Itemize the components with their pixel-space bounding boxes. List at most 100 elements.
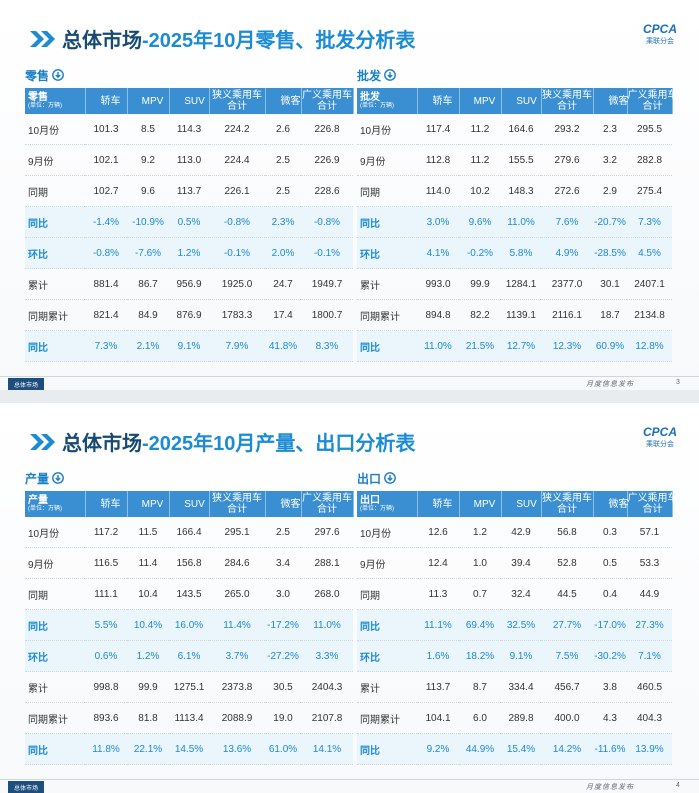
cell: 44.9% xyxy=(459,733,501,765)
tbody: 10月份 101.3 8.5 114.3 224.2 2.6 226.8 9月份 102.1 9.… xyxy=(25,114,353,362)
table-row: 同比 11.8% 22.1% 14.5% 13.6% 61.0% 14.1% xyxy=(25,733,353,765)
footer: 总体市场 月度信息发布 4 xyxy=(0,779,699,793)
cell: -17.2% xyxy=(265,609,301,641)
cell: 10.2 xyxy=(459,175,501,207)
column-label: 狭义乘用车合计 xyxy=(542,493,592,515)
cell: 7.6% xyxy=(541,206,593,238)
cell: 3.8 xyxy=(593,671,627,703)
header-cell: 狭义乘用车合计 xyxy=(209,88,266,114)
cell: 1.6% xyxy=(417,640,459,672)
cell: 6.1% xyxy=(169,640,209,672)
cell: -0.8% xyxy=(209,206,265,238)
header-cell: SUV xyxy=(169,88,210,114)
cell: 114.0 xyxy=(417,175,459,207)
header-cell: 广义乘用车合计 xyxy=(301,491,354,517)
footer-note: 月度信息发布 xyxy=(586,381,634,388)
column-label: 微客 xyxy=(608,498,629,510)
cell: 228.6 xyxy=(301,175,353,207)
table-row: 同比 3.0% 9.6% 11.0% 7.6% -20.7% 7.3% xyxy=(357,206,672,238)
cell: 0.6% xyxy=(85,640,127,672)
cell: 112.8 xyxy=(417,144,459,176)
cell: 12.3% xyxy=(541,330,593,362)
cell: 2373.8 xyxy=(209,671,265,703)
row-label: 同期累计 xyxy=(25,299,85,331)
cell: 956.9 xyxy=(169,268,209,300)
cell: 268.0 xyxy=(301,578,353,610)
header-cell: 轿车 xyxy=(85,88,128,114)
page-number: 4 xyxy=(676,782,680,789)
title-rest: -2025年10月零售、批发分析表 xyxy=(142,30,416,52)
cell: 114.3 xyxy=(169,114,209,145)
cell: 2.9 xyxy=(593,175,627,207)
cell: 166.4 xyxy=(169,517,209,548)
cell: 13.6% xyxy=(209,733,265,765)
footer-note: 月度信息发布 xyxy=(586,784,634,791)
cell: 13.9% xyxy=(627,733,672,765)
cell: 5.8% xyxy=(501,237,541,269)
row-label: 累计 xyxy=(357,671,417,703)
cell: 2.5 xyxy=(265,144,301,176)
cell: 295.5 xyxy=(627,114,672,145)
column-label: SUV xyxy=(184,498,205,510)
row-label: 同期 xyxy=(357,175,417,207)
cell: 9.1% xyxy=(501,640,541,672)
table-row: 9月份 102.1 9.2 113.0 224.4 2.5 226.9 xyxy=(25,144,353,176)
thead: 零售 (单位：万辆) 轿车 MPV SUV 狭义乘用车合计 微客 广义乘用车合计 xyxy=(25,88,354,114)
row-label: 同期累计 xyxy=(357,702,417,734)
header-cell: 轿车 xyxy=(417,491,460,517)
cell: 279.6 xyxy=(541,144,593,176)
cell: -11.6% xyxy=(593,733,627,765)
row-label: 同比 xyxy=(25,206,85,238)
table-block: 出口 出口 (单位：万辆) 轿车 MPV SUV 狭义乘用车合计 微客 广义乘用车合计 10月份 1… xyxy=(357,469,678,765)
cell: 164.6 xyxy=(501,114,541,145)
logo-org: 乘联分会 xyxy=(645,441,674,448)
cell: 19.0 xyxy=(265,702,301,734)
cell: 11.4 xyxy=(127,547,169,579)
cell: 1.2% xyxy=(169,237,209,269)
header-cell: 狭义乘用车合计 xyxy=(209,491,266,517)
cell: 2116.1 xyxy=(541,299,593,331)
column-label: 广义乘用车合计 xyxy=(302,90,352,112)
down-icon xyxy=(52,69,64,81)
header-row: 出口 (单位：万辆) 轿车 MPV SUV 狭义乘用车合计 微客 广义乘用车合计 xyxy=(357,491,678,517)
chevron-icon xyxy=(30,433,55,450)
cell: 226.1 xyxy=(209,175,265,207)
logo-org: 乘联分会 xyxy=(645,38,674,45)
cell: 12.7% xyxy=(501,330,541,362)
row-label: 累计 xyxy=(357,268,417,300)
section-text: 产量 xyxy=(25,471,50,486)
cell: 0.5% xyxy=(169,206,209,238)
cell: 2407.1 xyxy=(627,268,672,300)
row-label: 环比 xyxy=(25,640,85,672)
page-number: 3 xyxy=(676,379,680,386)
cell: 10.4 xyxy=(127,578,169,610)
cell: 893.6 xyxy=(85,702,127,734)
logo-brand: CPCA xyxy=(642,22,677,36)
cell: 42.9 xyxy=(501,517,541,548)
cell: 460.5 xyxy=(627,671,672,703)
tbody: 10月份 117.2 11.5 166.4 295.1 2.5 297.6 9月份 116.5 1… xyxy=(25,517,353,765)
header-cell: SUV xyxy=(501,491,542,517)
row-label: 同比 xyxy=(357,330,417,362)
cell: 32.5% xyxy=(501,609,541,641)
table-row: 同期累计 894.8 82.2 1139.1 2116.1 18.7 2134.8 xyxy=(357,299,672,331)
cell: 2.1% xyxy=(127,330,169,362)
cell: 99.9 xyxy=(127,671,169,703)
cell: 143.5 xyxy=(169,578,209,610)
tbody: 10月份 12.6 1.2 42.9 56.8 0.3 57.1 9月份 12.4 1.0 39.4… xyxy=(357,517,672,765)
table-row: 累计 998.8 99.9 1275.1 2373.8 30.5 2404.3 xyxy=(25,671,353,703)
cell: 11.2 xyxy=(459,114,501,145)
down-icon xyxy=(384,69,396,81)
cell: 2.5 xyxy=(265,517,301,548)
data-table: 出口 (单位：万辆) 轿车 MPV SUV 狭义乘用车合计 微客 广义乘用车合计 10月份 12.… xyxy=(357,491,678,765)
row-label: 10月份 xyxy=(25,114,85,145)
header-label: 零售 xyxy=(28,92,48,103)
data-table: 批发 (单位：万辆) 轿车 MPV SUV 狭义乘用车合计 微客 广义乘用车合计 10月份 117… xyxy=(357,88,678,362)
cell: 1284.1 xyxy=(501,268,541,300)
cell: 0.5 xyxy=(593,547,627,579)
row-label: 同期累计 xyxy=(357,299,417,331)
table-row: 环比 0.6% 1.2% 6.1% 3.7% -27.2% 3.3% xyxy=(25,640,353,672)
cell: 295.1 xyxy=(209,517,265,548)
cell: 7.9% xyxy=(209,330,265,362)
cell: 1783.3 xyxy=(209,299,265,331)
